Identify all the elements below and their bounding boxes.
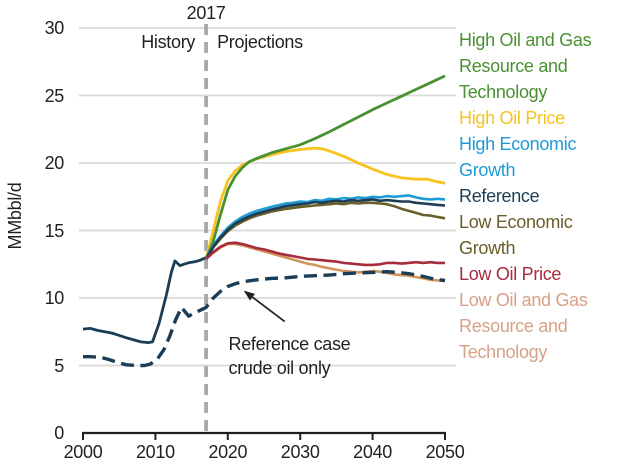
annotation-arrow-head (243, 290, 256, 301)
series-line-low-oil-and-gas-resource-and-technology (205, 242, 446, 283)
legend: High Oil and Gas Resource and Technology… (459, 27, 609, 365)
x-tick-label-2010: 2010 (135, 442, 175, 462)
history-label: History (141, 32, 196, 52)
series-line-high-economic-growth (204, 194, 446, 260)
y-tick-label-30: 30 (44, 18, 65, 38)
x-tick-label-2020: 2020 (208, 442, 248, 462)
y-tick-label-25: 25 (44, 85, 65, 106)
series-line-high-oil-price (204, 146, 446, 260)
legend-entry-high-oil-price: High Oil Price (459, 108, 565, 128)
legend-entry-high-economic-growth: High Economic Growth (459, 134, 577, 180)
series-line-reference-case-crude-oil-only (83, 270, 446, 368)
x-tick-label-2000: 2000 (63, 442, 103, 462)
legend-entry-low-oil-and-gas-resource-and-technology: Low Oil and Gas Resource and Technology (459, 290, 588, 362)
legend-entry-low-oil-price: Low Oil Price (459, 264, 562, 284)
y-tick-label-0: 0 (54, 423, 64, 443)
y-tick-label-20: 20 (44, 153, 65, 173)
series-line-high-oil-and-gas-resource-and-technology (204, 74, 446, 260)
annotation-line-1: Reference case (228, 334, 351, 355)
y-tick-label-15: 15 (44, 220, 65, 241)
divider-year-label: 2017 (186, 3, 226, 23)
legend-entry-low-economic-growth: Low Economic Growth (459, 212, 573, 258)
annotation: Reference case crude oil only (229, 332, 351, 380)
annotation-line-2: crude oil only (228, 358, 331, 379)
legend-entry-reference: Reference (459, 186, 540, 206)
x-tick-label-2050: 2050 (425, 442, 465, 462)
x-tick-label-2030: 2030 (280, 442, 320, 462)
y-tick-label-10: 10 (44, 288, 65, 308)
series-line-reference (204, 198, 446, 260)
y-tick-label-5: 5 (54, 355, 64, 376)
legend-entry-high-oil-and-gas-resource-and-technology: High Oil and Gas Resource and Technology (459, 30, 592, 102)
projections-label: Projections (217, 32, 303, 52)
x-tick-label-2040: 2040 (353, 442, 393, 462)
series-line-low-economic-growth (204, 201, 446, 260)
annotation-arrow-shaft (251, 296, 286, 323)
series-line-history-total-petroleum-and-other-liquids (82, 256, 207, 344)
series-line-low-oil-price (205, 241, 445, 267)
